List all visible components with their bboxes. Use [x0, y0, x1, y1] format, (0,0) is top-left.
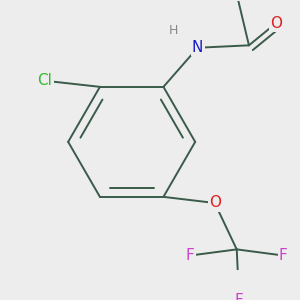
Text: F: F: [186, 248, 195, 263]
Text: N: N: [192, 40, 203, 55]
Text: H: H: [169, 24, 178, 37]
Text: O: O: [270, 16, 282, 31]
Text: O: O: [209, 196, 221, 211]
Text: F: F: [279, 248, 287, 263]
Text: Cl: Cl: [38, 73, 52, 88]
Text: F: F: [235, 293, 244, 300]
